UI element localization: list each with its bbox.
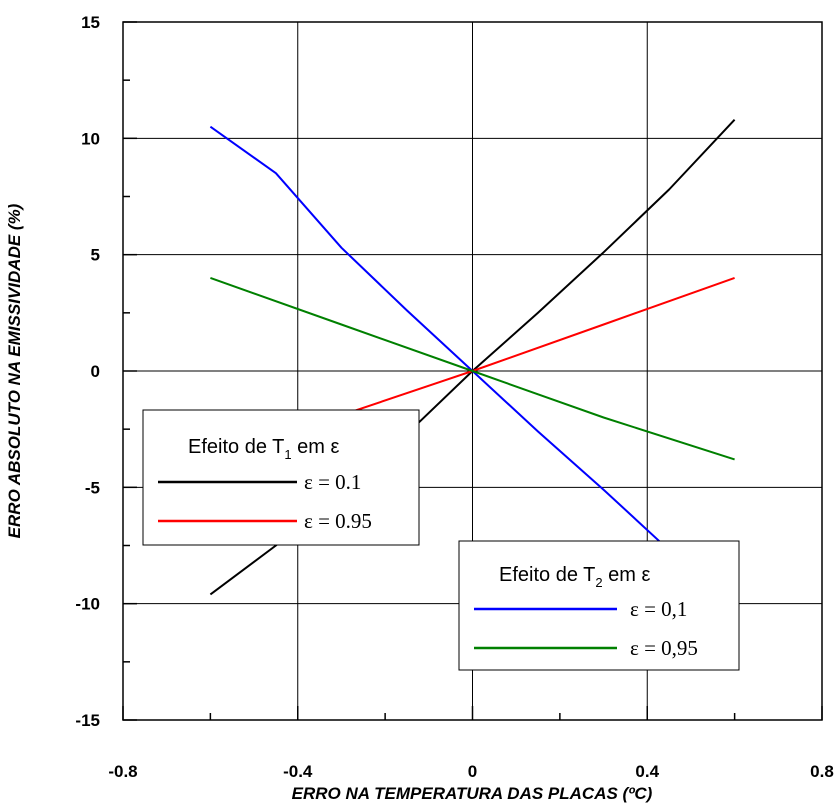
legend-t1: Efeito de T1 em ε ε = 0.1 ε = 0.95 bbox=[142, 409, 420, 546]
y-tick-label: -10 bbox=[75, 595, 100, 614]
legend-t1-label-eps01: ε = 0.1 bbox=[304, 470, 361, 494]
x-tick-label: -0.4 bbox=[283, 762, 313, 781]
y-tick-label: 5 bbox=[91, 246, 100, 265]
y-axis-title: ERRO ABSOLUTO NA EMISSIVIDADE (%) bbox=[5, 203, 24, 538]
x-tick-label: -0.8 bbox=[108, 762, 137, 781]
x-axis-title: ERRO NA TEMPERATURA DAS PLACAS (ºC) bbox=[292, 784, 653, 803]
legend-t2-title-main: Efeito de T bbox=[499, 564, 595, 586]
tick-labels: -0.8 -0.4 0 0.4 0.8 15 10 5 0 -5 -10 -15 bbox=[75, 13, 833, 781]
legend-t2-title: Efeito de T2 em ε bbox=[499, 564, 650, 590]
axis-ticks bbox=[122, 21, 823, 721]
y-tick-label: 0 bbox=[91, 362, 100, 381]
x-tick-label: 0.8 bbox=[810, 762, 834, 781]
legend-t1-title-main: Efeito de T bbox=[188, 436, 284, 458]
y-tick-label: -5 bbox=[85, 478, 100, 497]
legend-t1-title-sub: 1 bbox=[284, 447, 291, 462]
legend-t2-label-eps095: ε = 0,95 bbox=[630, 636, 698, 660]
legend-t1-title-tail: em ε bbox=[292, 436, 340, 458]
y-tick-label: -15 bbox=[75, 711, 100, 730]
legend-t1-label-eps095: ε = 0.95 bbox=[304, 509, 372, 533]
legend-t1-title: Efeito de T1 em ε bbox=[188, 436, 339, 462]
x-tick-label: 0 bbox=[468, 762, 477, 781]
y-tick-label: 15 bbox=[81, 13, 100, 32]
series-line-4 bbox=[210, 276, 735, 461]
legend-t2-label-eps01: ε = 0,1 bbox=[630, 597, 687, 621]
legend-t1-box bbox=[142, 409, 420, 546]
legend-t2: Efeito de T2 em ε ε = 0,1 ε = 0,95 bbox=[458, 540, 740, 671]
legend-t2-title-sub: 2 bbox=[595, 575, 602, 590]
y-tick-label: 10 bbox=[81, 129, 100, 148]
legend-t2-title-tail: em ε bbox=[603, 564, 651, 586]
x-tick-label: 0.4 bbox=[635, 762, 659, 781]
